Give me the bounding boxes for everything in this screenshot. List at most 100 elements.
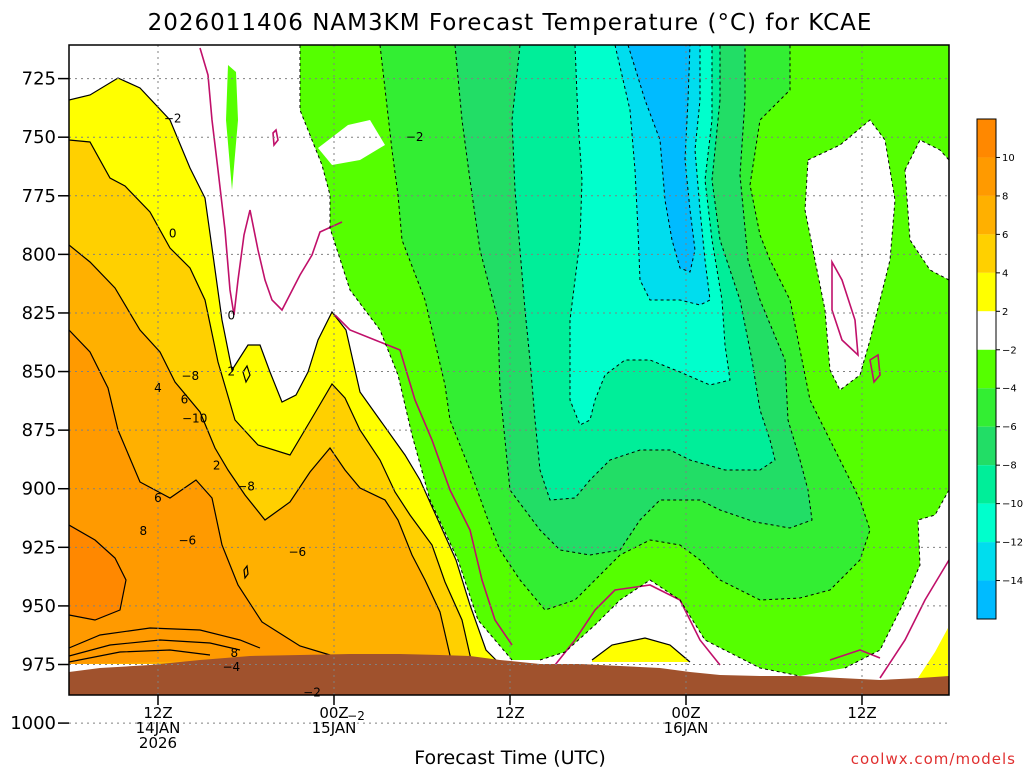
colorbar-label: 10 xyxy=(1002,153,1015,164)
contour-0-loop-b xyxy=(831,258,859,358)
colorbar-label: 6 xyxy=(1002,230,1008,241)
x-tick-label: 14JAN xyxy=(136,719,181,737)
band-10-to-12 xyxy=(69,525,126,620)
chart-title: 2026011406 NAM3KM Forecast Temperature (… xyxy=(148,10,873,36)
contour-label: −2 xyxy=(303,686,321,700)
contour-label: −2 xyxy=(406,130,424,144)
contour-minus12 xyxy=(614,45,711,306)
contour-near-sfc-3 xyxy=(69,649,211,663)
colorbar-label: 2 xyxy=(1002,307,1008,318)
y-tick-label: 925 xyxy=(22,537,56,558)
plot-frame xyxy=(68,44,950,696)
contour-minus2-surface xyxy=(539,579,801,677)
surface-warm-east xyxy=(918,628,948,678)
x-tick-label: 2026 xyxy=(139,734,177,752)
colorbar-label: −12 xyxy=(1002,538,1023,549)
temperature-field xyxy=(69,45,949,695)
band-8-to-10 xyxy=(69,330,340,664)
colorbar-swatch xyxy=(977,349,996,389)
contour-minus10 xyxy=(569,45,731,426)
contour-0-east xyxy=(879,559,949,679)
contour-labels: 8 8 6 6 4 2 2 0 0 −2 −2 −2 −2 −4 −6 −6 −8 −8 −10 xyxy=(140,111,424,723)
contour-minus14 xyxy=(627,45,696,273)
x-tick-label: 12Z xyxy=(143,704,172,722)
contour-0-surface xyxy=(554,584,721,666)
contour-label: 0 xyxy=(228,308,236,322)
colorbar-label: −2 xyxy=(1002,345,1017,356)
y-tick-label: 875 xyxy=(22,420,56,441)
y-tick-label: 825 xyxy=(22,303,56,324)
colorbar-label: −14 xyxy=(1002,576,1023,587)
x-tick-label: 12Z xyxy=(495,704,524,722)
band-minus14-to-minus16 xyxy=(628,45,695,272)
y-tick-label: 750 xyxy=(22,127,56,148)
terrain xyxy=(69,654,949,695)
contour-label: −6 xyxy=(288,545,306,559)
contour-label: 6 xyxy=(181,393,189,407)
x-tick-label: 00Z xyxy=(319,704,348,722)
colorbar-swatch xyxy=(977,465,996,504)
contour-label: −10 xyxy=(182,411,207,425)
colorbar-swatch xyxy=(977,234,996,273)
band-minus2-inset xyxy=(226,65,238,190)
contour-label: 8 xyxy=(230,646,238,660)
white-hole-east xyxy=(805,120,895,390)
gridlines xyxy=(69,45,949,724)
colorbar-swatch xyxy=(977,542,996,581)
contour-label: 0 xyxy=(169,226,177,240)
contour-label: 2 xyxy=(228,365,236,379)
contour-minus2-east xyxy=(844,489,949,669)
y-tick-label: 725 xyxy=(22,69,56,90)
cold-contours xyxy=(299,45,949,677)
colorbar-label: 4 xyxy=(1002,268,1008,279)
colorbar-swatch xyxy=(977,580,996,619)
contour-6 xyxy=(69,244,453,665)
colorbar-label: −6 xyxy=(1002,422,1017,433)
colorbar-label: −8 xyxy=(1002,461,1017,472)
y-tick-label: 950 xyxy=(22,596,56,617)
y-tick-label: 900 xyxy=(22,479,56,500)
y-tick-label: 850 xyxy=(22,362,56,383)
warm-contours xyxy=(69,77,691,665)
contour-label: 8 xyxy=(140,524,148,538)
colorbar-swatch xyxy=(977,311,996,350)
y-tick-label: 975 xyxy=(22,655,56,676)
colorbar-label: −4 xyxy=(1002,384,1017,395)
contour-minus4 xyxy=(379,45,871,611)
y-axis: 725 750 775 800 825 850 875 900 925 950 975 1000 xyxy=(10,69,69,734)
contour-near-sfc-2 xyxy=(69,639,241,657)
colorbar-swatch xyxy=(977,119,996,158)
contour-label: −4 xyxy=(222,660,240,674)
contour-near-sfc-4 xyxy=(591,637,691,663)
contour-near-sfc-1 xyxy=(69,627,261,649)
zero-contours xyxy=(199,47,949,679)
colorbar-frame xyxy=(976,118,997,620)
contour-minus6 xyxy=(454,45,813,556)
contour-small-loop-2 xyxy=(243,564,249,580)
contour-0-loop-a xyxy=(272,128,279,148)
y-tick-label: 775 xyxy=(22,186,56,207)
contour-minus2-hole-ne xyxy=(904,139,949,281)
contour-label: −8 xyxy=(181,369,199,383)
colorbar-swatch xyxy=(977,503,996,543)
white-hole-upper xyxy=(318,120,385,165)
colorbar-swatch xyxy=(977,157,996,196)
y-tick-label: 1000 xyxy=(10,713,56,734)
contour-4 xyxy=(69,139,473,665)
x-tick-label: 16JAN xyxy=(664,719,709,737)
y-tick-label: 800 xyxy=(22,244,56,265)
contour-label: −6 xyxy=(178,533,196,547)
contour-label: −2 xyxy=(164,111,182,125)
x-tick-label: 00Z xyxy=(671,704,700,722)
contour-label: 4 xyxy=(154,381,162,395)
colorbar: 10 8 6 4 2 −2 −4 −6 −8 −10 −12 −14 xyxy=(976,118,1023,620)
credit-link[interactable]: coolwx.com/models xyxy=(851,750,1016,768)
colorbar-label: −10 xyxy=(1002,499,1023,510)
contour-0-lower-east xyxy=(829,649,881,661)
contour-label: −8 xyxy=(237,479,255,493)
x-tick-label: 12Z xyxy=(847,704,876,722)
contour-0-upper xyxy=(199,47,343,316)
colorbar-swatch xyxy=(977,426,996,466)
